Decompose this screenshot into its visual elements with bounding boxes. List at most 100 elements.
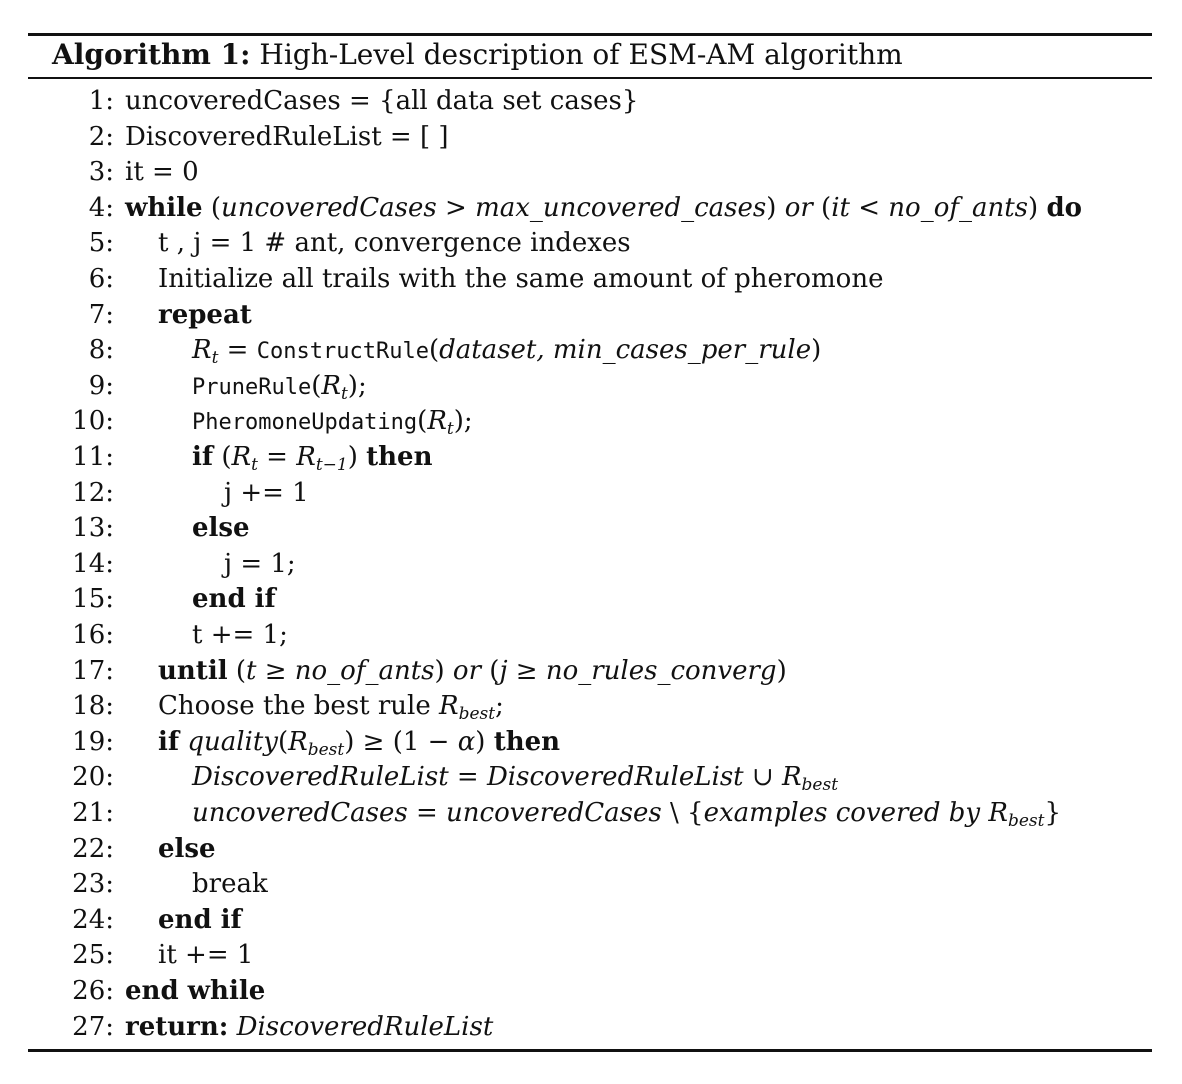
line-number: 18: <box>72 691 114 722</box>
code-token: max_uncovered_cases <box>475 192 767 223</box>
code-token: R <box>321 370 341 401</box>
code-token: DiscoveredRuleList = [ ] <box>125 121 449 152</box>
code-token: ∪ <box>743 762 782 793</box>
line-code: end if <box>192 581 276 617</box>
code-token: ≥ <box>507 655 546 686</box>
line-number: 4: <box>88 192 114 223</box>
line-number: 8: <box>88 335 114 366</box>
code-token: ( <box>202 192 222 223</box>
code-token: t <box>246 655 257 686</box>
algorithm-line: 12: j += 1 <box>28 475 1152 511</box>
code-token: R <box>296 442 316 472</box>
code-token: R <box>231 442 252 472</box>
code-token: j += 1 <box>224 477 309 508</box>
algorithm-line: 21: uncoveredCases = uncoveredCases \ {ex… <box>28 795 1152 831</box>
code-token: else <box>158 833 216 864</box>
algorithm-line: 15: end if <box>28 581 1152 617</box>
algorithm-line: 3: it = 0 <box>28 154 1152 190</box>
line-code: Initialize all trails with the same amou… <box>158 261 883 297</box>
code-token: no_rules_converg <box>545 655 777 686</box>
line-code: j = 1; <box>224 546 296 582</box>
code-token: < <box>849 192 889 223</box>
code-token: uncoveredCases = {all data set cases} <box>125 86 639 116</box>
code-token: } <box>1044 798 1061 828</box>
code-token: Initialize all trails with the same amou… <box>158 264 884 294</box>
line-code: if quality(Rbest) ≥ (1 − α) then <box>158 724 560 760</box>
code-token: ) <box>434 655 453 686</box>
line-number: 16: <box>72 620 114 650</box>
algorithm-line: 1: uncoveredCases = {all data set cases} <box>28 83 1152 119</box>
algorithm-line: 19: if quality(Rbest) ≥ (1 − α) then <box>28 724 1152 760</box>
algorithm-line: 6: Initialize all trails with the same am… <box>28 261 1152 297</box>
code-token: R <box>427 406 447 437</box>
line-code: break <box>192 866 268 902</box>
code-token: PruneRule <box>192 374 312 400</box>
algorithm-caption: Algorithm 1: High-Level description of E… <box>52 35 903 75</box>
code-token: ≥ <box>256 655 295 686</box>
code-token: else <box>192 513 250 544</box>
line-code: it = 0 <box>125 154 199 190</box>
code-token: ) <box>347 442 367 472</box>
code-token: examples covered by R <box>703 798 1008 828</box>
line-code: Choose the best rule Rbest; <box>158 688 504 724</box>
line-code: repeat <box>158 297 252 333</box>
algorithm-line: 27: return: DiscoveredRuleList <box>28 1009 1152 1045</box>
line-number: 6: <box>88 264 114 294</box>
line-number: 7: <box>88 299 114 330</box>
code-token: ) <box>1028 192 1047 223</box>
code-token: Choose the best rule <box>158 691 440 722</box>
code-token: t <box>340 383 348 404</box>
code-token: while <box>125 192 203 223</box>
code-token: ( <box>227 655 246 686</box>
line-number: 22: <box>72 833 114 864</box>
line-code: Rt = ConstructRule(dataset, min_cases_pe… <box>192 332 821 370</box>
line-number: 19: <box>72 726 114 757</box>
line-code: else <box>192 510 250 546</box>
code-token: ) <box>811 335 822 366</box>
code-token: then <box>493 726 561 757</box>
line-number: 26: <box>72 976 114 1006</box>
code-token: j = 1; <box>224 548 296 579</box>
line-code: return: DiscoveredRuleList <box>125 1009 493 1045</box>
code-token: break <box>192 869 268 900</box>
code-token: end if <box>192 584 276 615</box>
algorithm-line: 16: t += 1; <box>28 617 1152 653</box>
line-code: t += 1; <box>192 617 288 653</box>
code-token: if <box>192 442 214 472</box>
algorithm-line: 22: else <box>28 831 1152 867</box>
code-token: ; <box>495 691 504 722</box>
code-token: R <box>192 335 212 366</box>
code-token: t <box>446 419 454 440</box>
code-token: PheromoneUpdating <box>192 410 418 436</box>
line-number: 5: <box>88 228 114 259</box>
algorithm-line: 26: end while <box>28 973 1152 1009</box>
line-code: else <box>158 831 216 867</box>
line-code: j += 1 <box>224 475 309 511</box>
line-number: 21: <box>72 798 114 828</box>
code-token: ( <box>417 406 428 437</box>
algorithm-line: 13: else <box>28 510 1152 546</box>
code-token: no_of_ants <box>294 655 435 686</box>
code-token <box>228 1012 236 1042</box>
line-number: 20: <box>72 762 114 793</box>
line-number: 1: <box>88 86 114 116</box>
line-code: until (t ≥ no_of_ants) or (j ≥ no_rules_… <box>158 653 787 689</box>
algorithm-line: 20: DiscoveredRuleList = DiscoveredRuleLi… <box>28 759 1152 795</box>
code-token: do <box>1046 192 1082 223</box>
line-number: 25: <box>72 940 114 971</box>
line-number: 3: <box>88 157 114 188</box>
line-code: uncoveredCases = {all data set cases} <box>125 83 638 119</box>
algorithm-line: 17: until (t ≥ no_of_ants) or (j ≥ no_rul… <box>28 653 1152 689</box>
line-code: it += 1 <box>158 937 253 973</box>
line-code: if (Rt = Rt−1) then <box>192 439 433 475</box>
code-token: return: <box>125 1011 229 1042</box>
caption-rule <box>28 77 1152 79</box>
code-token: ) <box>475 726 494 757</box>
code-token: = <box>257 442 297 472</box>
code-token: then <box>366 442 433 472</box>
code-token: > <box>436 192 476 223</box>
algorithm-line: 4: while (uncoveredCases > max_uncovered_… <box>28 190 1152 226</box>
code-token: or <box>784 192 813 223</box>
code-token: ( <box>213 442 232 472</box>
code-token: or <box>452 655 482 686</box>
